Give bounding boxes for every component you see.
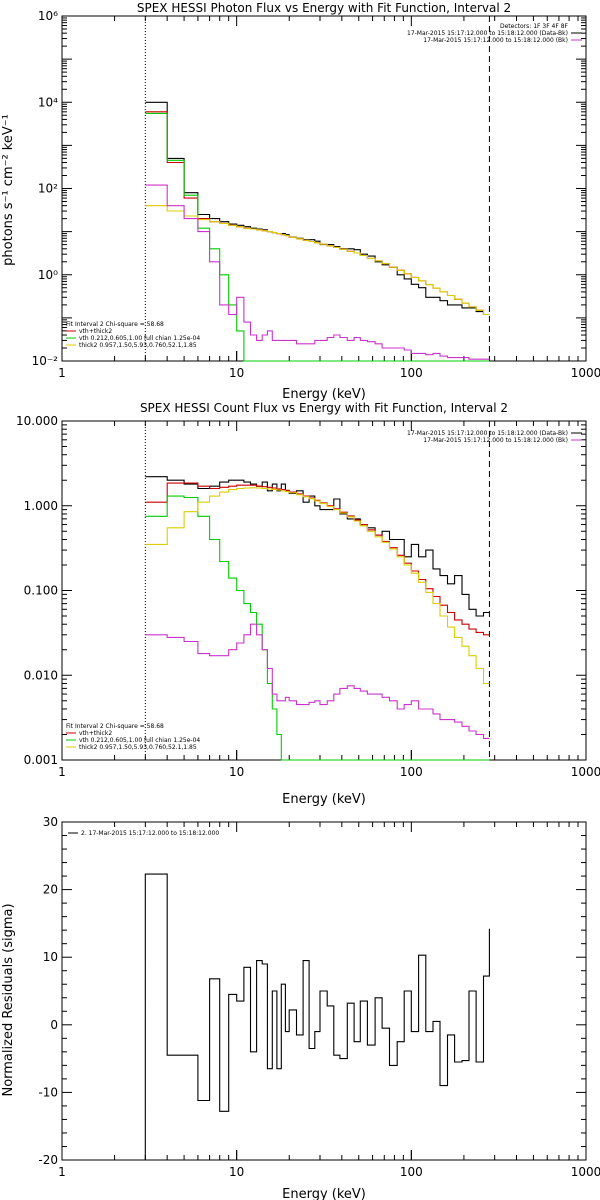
- x-tick-label: 100: [400, 1165, 423, 1179]
- y-tick-label: 10²: [38, 182, 58, 196]
- legend-entry: 17-Mar-2015 15:17:12.000 to 15:18:12.000…: [423, 437, 568, 444]
- y-tick-label: 1.000: [24, 499, 58, 513]
- series-vth-line: [145, 495, 490, 761]
- legend-entry: Fit Interval 2 Chi-square = 58.68: [66, 723, 164, 730]
- y-tick-label: 0.100: [24, 584, 58, 598]
- legend-entry: thick2 0.957,1.50,5.93,0.760,52.1,1.85: [79, 342, 197, 349]
- residuals-xlabel: Energy (keV): [282, 1187, 366, 1200]
- photon-title: SPEX HESSI Photon Flux vs Energy with Fi…: [137, 1, 511, 15]
- x-tick-label: 1: [58, 366, 66, 380]
- series-vth-thick2-line: [145, 111, 490, 316]
- residuals-plot-frame: [61, 821, 587, 1161]
- residuals-panel: Energy (keV) Normalized Residuals (sigma…: [1, 815, 600, 1200]
- y-tick-label: 10.000: [16, 414, 58, 428]
- y-tick-label: -10: [38, 1085, 58, 1099]
- count-title: SPEX HESSI Count Flux vs Energy with Fit…: [140, 401, 508, 415]
- photon-ylabel: photons s⁻¹ cm⁻² keV⁻¹: [1, 114, 16, 266]
- photon-flux-panel: SPEX HESSI Photon Flux vs Energy with Fi…: [1, 1, 600, 402]
- count-xlabel: Energy (keV): [282, 792, 366, 807]
- x-tick-label: 1000: [571, 765, 600, 779]
- x-tick-label: 1: [58, 765, 66, 779]
- y-tick-label: 10⁻²: [32, 354, 59, 368]
- photon-marks: 1 10 100 1000 10⁻² 10⁰ 10² 10⁴ 10⁶ Detectors: 1F …: [32, 9, 600, 380]
- y-tick-label: 10⁴: [38, 95, 58, 109]
- x-tick-label: 10: [229, 765, 244, 779]
- x-tick-label: 100: [400, 366, 423, 380]
- legend-entry: Detectors: 1F 3F 4F 8F: [500, 23, 569, 30]
- legend-entry: thick2 0.957,1.50,5.93,0.760,52.1,1.85: [79, 744, 197, 751]
- legend-entry: vth+thick2: [79, 328, 112, 335]
- legend-entry: vth 0.212,0.605,1.00 full chian 1.25e-04: [79, 335, 200, 342]
- x-tick-label: 10: [229, 1165, 244, 1179]
- series-vth-line: [145, 112, 490, 362]
- x-tick-label: 1: [58, 1165, 66, 1179]
- legend-entry: Fit Interval 2 Chi-square = 58.68: [66, 321, 164, 328]
- series-bk-line: [145, 184, 490, 360]
- series-thick2-line: [145, 487, 490, 685]
- count-flux-panel: SPEX HESSI Count Flux vs Energy with Fit…: [16, 401, 600, 807]
- residuals-marks: 1 10 100 1000 -20 -10 0 10 20 30 2. 17-Mar-2015 15…: [38, 815, 600, 1179]
- series-thick2-line: [145, 205, 490, 316]
- legend-entry: vth+thick2: [79, 730, 112, 737]
- y-tick-label: 20: [43, 883, 58, 897]
- y-tick-label: 10: [43, 950, 58, 964]
- photon-xlabel: Energy (keV): [282, 387, 366, 402]
- y-tick-label: 0.010: [24, 668, 58, 682]
- legend-entry: 17-Mar-2015 15:17:12.000 to 15:18:12.000…: [407, 30, 568, 37]
- y-tick-label: 0: [50, 1018, 58, 1032]
- y-tick-label: 30: [43, 815, 58, 829]
- photon-plot-frame: [61, 15, 587, 362]
- x-tick-label: 10: [229, 366, 244, 380]
- legend-entry: 17-Mar-2015 15:17:12.000 to 15:18:12.000…: [423, 37, 568, 44]
- count-plot-frame: [61, 420, 587, 761]
- x-tick-label: 1000: [571, 1165, 600, 1179]
- series-data-bk-line: [145, 476, 490, 617]
- x-tick-label: 100: [400, 765, 423, 779]
- y-tick-label: 10⁰: [38, 268, 58, 282]
- legend-entry: vth 0.212,0.605,1.00 full chian 1.25e-04: [79, 737, 200, 744]
- series-vth-thick2-line: [145, 482, 490, 636]
- series-bk-line: [145, 623, 490, 739]
- series-residuals-line: [144, 873, 490, 1160]
- legend-entry: 17-Mar-2015 15:17:12.000 to 15:18:12.000…: [407, 430, 568, 437]
- residuals-ylabel: Normalized Residuals (sigma): [1, 903, 16, 1096]
- y-tick-label: 0.001: [24, 753, 58, 767]
- series-data-bk-line: [145, 101, 490, 316]
- x-tick-label: 1000: [571, 366, 600, 380]
- legend-entry: 2. 17-Mar-2015 15:17:12.000 to 15:18:12.…: [81, 830, 219, 837]
- y-tick-label: -20: [38, 1153, 58, 1167]
- y-tick-label: 10⁶: [38, 9, 58, 23]
- count-marks: 1 10 100 1000 0.001 0.010 0.100 1.000 10.000 17-M…: [16, 414, 600, 779]
